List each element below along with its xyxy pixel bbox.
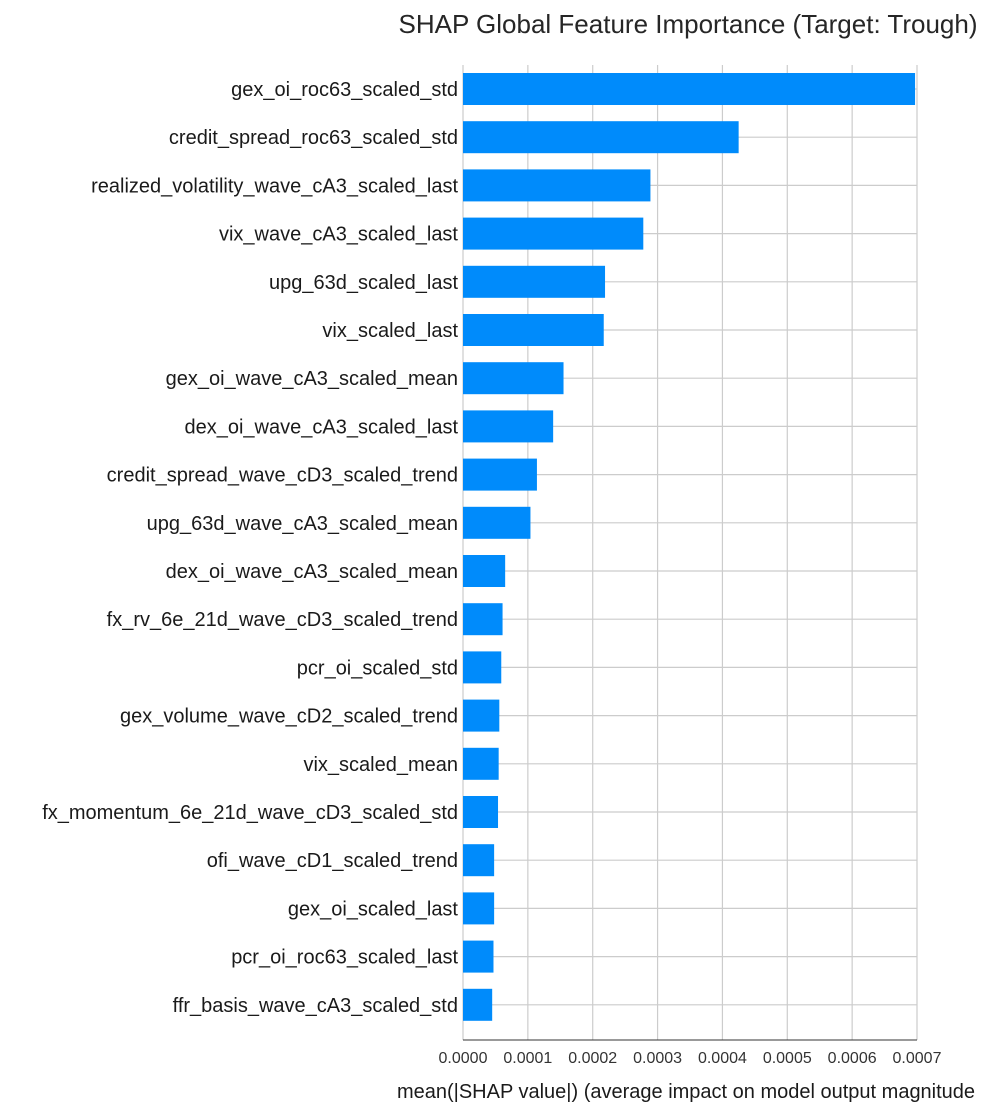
- bar: [463, 796, 499, 828]
- bar: [463, 651, 502, 684]
- bar: [463, 988, 493, 1021]
- bar: [463, 458, 537, 491]
- category-labels: gex_oi_roc63_scaled_std credit_spread_roc…: [42, 79, 458, 1017]
- bar: [463, 410, 554, 443]
- bar: [463, 603, 503, 636]
- bar: [463, 844, 495, 877]
- category-label: fx_rv_6e_21d_wave_cD3_scaled_trend: [107, 609, 458, 631]
- chart-title: SHAP Global Feature Importance (Target: …: [398, 9, 977, 39]
- category-label: ffr_basis_wave_cA3_scaled_std: [173, 995, 458, 1017]
- bar: [463, 121, 739, 154]
- category-label: dex_oi_wave_cA3_scaled_last: [184, 416, 458, 438]
- category-label: pcr_oi_scaled_std: [297, 657, 458, 679]
- category-label: fx_momentum_6e_21d_wave_cD3_scaled_std: [42, 802, 458, 824]
- x-tick-labels: 0.0000 0.0001 0.0002 0.0003 0.0004 0.0005 0.00…: [439, 1050, 942, 1067]
- bar: [463, 362, 564, 395]
- category-label: credit_spread_wave_cD3_scaled_trend: [107, 465, 458, 487]
- category-label: upg_63d_scaled_last: [269, 272, 458, 294]
- x-tick-label: 0.0004: [698, 1050, 747, 1067]
- bar: [463, 699, 500, 732]
- category-label: upg_63d_wave_cA3_scaled_mean: [147, 513, 458, 535]
- category-label: gex_oi_roc63_scaled_std: [231, 79, 458, 101]
- category-label: gex_oi_scaled_last: [288, 898, 459, 920]
- category-label: dex_oi_wave_cA3_scaled_mean: [166, 561, 458, 583]
- x-tick-label: 0.0003: [633, 1050, 682, 1067]
- category-label: ofi_wave_cD1_scaled_trend: [207, 850, 458, 872]
- category-label: pcr_oi_roc63_scaled_last: [231, 947, 458, 969]
- bar: [463, 265, 606, 298]
- bar: [463, 940, 494, 973]
- x-tick-label: 0.0000: [439, 1050, 488, 1067]
- bar: [463, 892, 495, 925]
- bar: [463, 506, 531, 539]
- x-tick-label: 0.0001: [503, 1050, 552, 1067]
- x-axis-label: mean(|SHAP value|) (average impact on mo…: [397, 1081, 975, 1103]
- category-label: realized_volatility_wave_cA3_scaled_last: [91, 175, 458, 197]
- bar: [463, 555, 506, 587]
- bar: [463, 217, 644, 250]
- x-tick-label: 0.0006: [828, 1050, 877, 1067]
- bars: [463, 73, 916, 1021]
- x-tick-label: 0.0005: [763, 1050, 812, 1067]
- category-label: vix_scaled_mean: [303, 754, 458, 776]
- category-label: gex_oi_wave_cA3_scaled_mean: [166, 368, 458, 390]
- gridlines: [462, 65, 918, 1040]
- bar: [463, 169, 651, 202]
- bar: [463, 314, 604, 346]
- x-tick-label: 0.0007: [893, 1050, 942, 1067]
- bar: [463, 73, 916, 105]
- category-label: vix_wave_cA3_scaled_last: [219, 224, 458, 246]
- x-tick-label: 0.0002: [568, 1050, 617, 1067]
- bar: [463, 747, 499, 780]
- category-label: vix_scaled_last: [322, 320, 458, 342]
- category-label: gex_volume_wave_cD2_scaled_trend: [120, 706, 458, 728]
- category-label: credit_spread_roc63_scaled_std: [169, 127, 458, 149]
